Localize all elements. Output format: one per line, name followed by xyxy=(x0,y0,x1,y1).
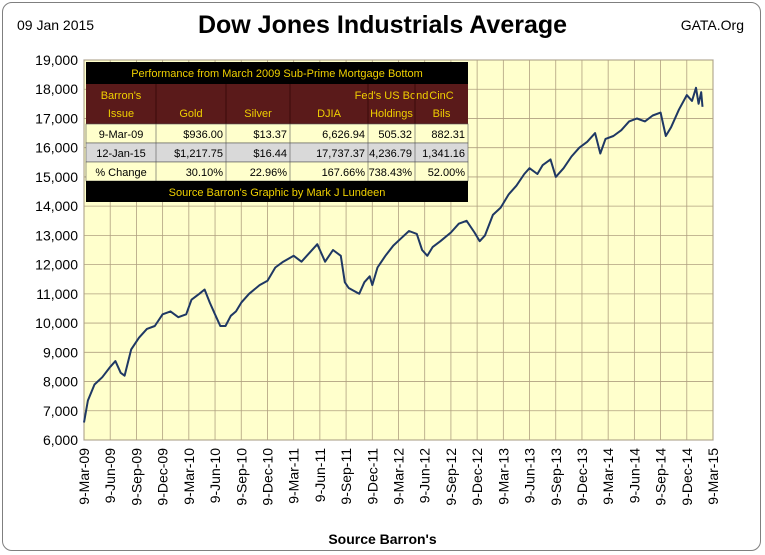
table-cell: 17,737.37 xyxy=(316,148,365,160)
table-cell: 9-Mar-09 xyxy=(99,129,144,141)
table-header-cell: Issue xyxy=(108,108,134,120)
x-tick-label: 9-Mar-12 xyxy=(391,448,407,505)
date-label: 09 Jan 2015 xyxy=(17,17,95,33)
y-tick-label: 6,000 xyxy=(43,432,78,448)
performance-table: Performance from March 2009 Sub-Prime Mo… xyxy=(85,62,469,202)
table-footer-bg xyxy=(86,181,468,202)
x-tick-label: 9-Mar-13 xyxy=(495,448,511,505)
x-axis-title: Source Barron's xyxy=(328,531,437,547)
chart-title: Dow Jones Industrials Average xyxy=(197,11,568,39)
x-tick-label: 9-Jun-09 xyxy=(102,448,118,503)
x-tick-label: 9-Dec-09 xyxy=(155,448,171,506)
table-header-cell: Gold xyxy=(179,108,202,120)
table-header-bg xyxy=(86,84,468,124)
table-header-cell: DJIA xyxy=(317,108,342,120)
table-cell: 30.10% xyxy=(186,167,224,179)
y-tick-label: 7,000 xyxy=(43,403,78,419)
x-tick-label: 9-Mar-09 xyxy=(76,448,92,505)
axes: 6,000 7,000 8,000 9,000 10,000 11,000 12,000 13… xyxy=(35,52,721,506)
y-tick-label: 11,000 xyxy=(36,286,78,302)
table-cell: 52.00% xyxy=(428,167,466,179)
y-tick-label: 13,000 xyxy=(35,227,78,243)
x-tick-label: 9-Mar-15 xyxy=(705,448,721,505)
y-tick-label: 17,000 xyxy=(35,110,78,126)
table-header-cell: Holdings xyxy=(370,108,413,120)
x-tick-label: 9-Jun-13 xyxy=(522,448,538,503)
series-layer xyxy=(83,86,704,423)
table-cell: $13.37 xyxy=(253,129,287,141)
table-cell: $1,217.75 xyxy=(174,148,223,160)
table-cell: 505.32 xyxy=(378,129,412,141)
x-tick-label: 9-Sep-14 xyxy=(653,448,669,506)
table-cell: 6,626.94 xyxy=(322,129,365,141)
x-tick-label: 9-Mar-11 xyxy=(286,448,302,504)
x-tick-label: 9-Sep-12 xyxy=(443,448,459,506)
y-tick-label: 16,000 xyxy=(35,140,78,156)
x-tick-label: 9-Mar-14 xyxy=(600,448,616,505)
table-cell: 12-Jan-15 xyxy=(96,148,146,160)
y-tick-label: 10,000 xyxy=(35,315,78,331)
x-tick-label: 9-Jun-14 xyxy=(626,448,642,503)
table-footer: Source Barron's Graphic by Mark J Lundee… xyxy=(169,187,386,199)
table-title: Performance from March 2009 Sub-Prime Mo… xyxy=(131,68,423,80)
x-tick-label: 9-Sep-11 xyxy=(338,448,354,505)
y-tick-label: 8,000 xyxy=(43,374,78,390)
table-header-cell: Silver xyxy=(244,108,272,120)
table-header-cell: Barron's xyxy=(101,90,142,102)
y-tick-label: 19,000 xyxy=(35,52,78,68)
x-tick-label: 9-Dec-12 xyxy=(469,448,485,506)
source-label: GATA.Org xyxy=(680,17,744,33)
table-cell: 1,341.16 xyxy=(422,148,465,160)
table-header-cell: CinC xyxy=(429,90,454,102)
table-title-bg xyxy=(86,62,468,84)
table-header-cell: Bils xyxy=(433,108,451,120)
table-cell: 22.96% xyxy=(250,167,288,179)
table-cell: $16.44 xyxy=(253,148,287,160)
x-tick-label: 9-Dec-14 xyxy=(679,448,695,506)
x-tick-label: 9-Sep-10 xyxy=(233,448,249,506)
table-cell: 167.66% xyxy=(322,167,366,179)
table-cell: % Change xyxy=(95,167,146,179)
x-tick-label: 9-Sep-09 xyxy=(128,448,144,506)
table-cell: $936.00 xyxy=(183,129,223,141)
x-tick-label: 9-Dec-10 xyxy=(259,448,275,506)
y-tick-label: 18,000 xyxy=(35,81,78,97)
x-tick-label: 9-Sep-13 xyxy=(548,448,564,506)
x-tick-label: 9-Mar-10 xyxy=(181,448,197,505)
x-tick-label: 9-Jun-12 xyxy=(417,448,433,503)
table-header-cell: Fed's US Bond xyxy=(355,90,429,102)
x-tick-label: 9-Jun-11 xyxy=(312,448,328,502)
table-cell: 738.43% xyxy=(369,167,413,179)
y-tick-label: 14,000 xyxy=(35,198,78,214)
x-tick-label: 9-Jun-10 xyxy=(207,448,223,503)
table-cell: 4,236.79 xyxy=(369,148,412,160)
series-line-djia xyxy=(83,86,704,423)
table-cell: 882.31 xyxy=(431,129,465,141)
y-tick-label: 9,000 xyxy=(43,344,78,360)
y-tick-label: 12,000 xyxy=(35,257,78,273)
x-tick-label: 9-Dec-11 xyxy=(364,448,380,505)
y-tick-label: 15,000 xyxy=(35,169,78,185)
x-tick-label: 9-Dec-13 xyxy=(574,448,590,506)
